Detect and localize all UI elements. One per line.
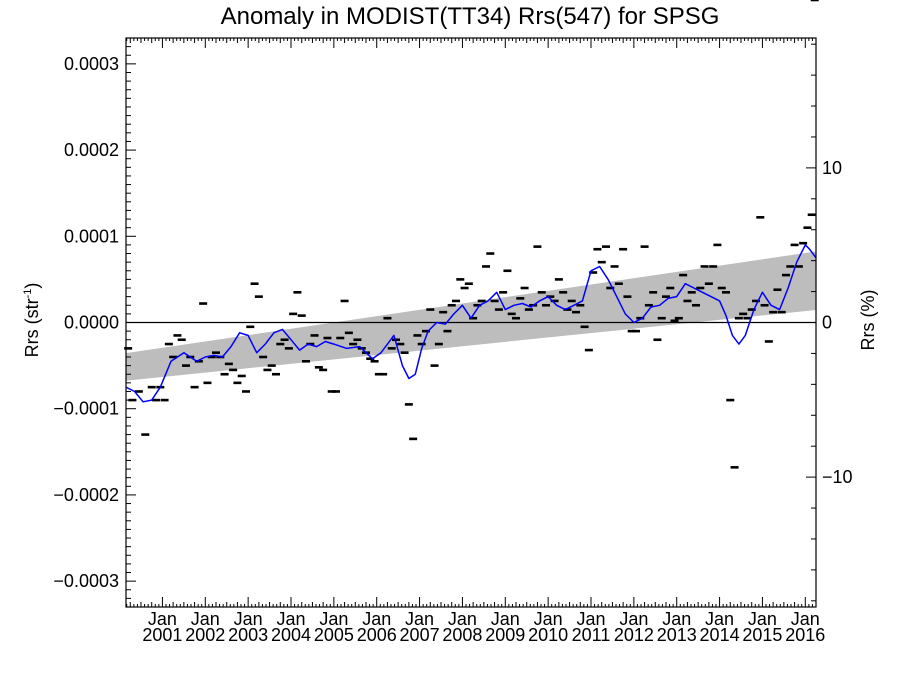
y-axis-label-close: )	[22, 283, 42, 289]
x-tick-year-label: 2006	[357, 625, 397, 645]
y-axis-label-superscript: -1	[22, 289, 34, 299]
x-tick-year-label: 2014	[700, 625, 740, 645]
x-tick-year-label: 2016	[785, 625, 825, 645]
x-tick-month-label: Jan	[491, 609, 520, 629]
x-tick-year-label: 2015	[742, 625, 782, 645]
x-tick-month-label: Jan	[576, 609, 605, 629]
x-tick-month-label: Jan	[748, 609, 777, 629]
plot-area	[124, 0, 819, 469]
y-tick-label: −0.0003	[53, 571, 119, 591]
x-tick-month-label: Jan	[362, 609, 391, 629]
x-tick-month-label: Jan	[791, 609, 820, 629]
y-axis-label: Rrs (str-1)	[22, 283, 42, 358]
x-tick-year-label: 2001	[142, 625, 182, 645]
y-tick-label: 0.0003	[64, 54, 119, 74]
y-tick-label: 0.0001	[64, 226, 119, 246]
x-tick-month-label: Jan	[705, 609, 734, 629]
y-tick-label: −0.0001	[53, 399, 119, 419]
axes: 0.0003 0.0002 0.0001 0.0000 −0.0001 −0.0002 −0…	[53, 37, 853, 645]
y-tick-label: −0.0002	[53, 485, 119, 505]
x-tick-year-label: 2002	[185, 625, 225, 645]
x-tick-year-label: 2003	[228, 625, 268, 645]
x-tick-year-label: 2012	[614, 625, 654, 645]
y-axis-label-main: Rrs (str	[22, 298, 42, 357]
x-tick-month-label: Jan	[148, 609, 177, 629]
x-tick-year-label: 2009	[485, 625, 525, 645]
x-tick-month-label: Jan	[534, 609, 563, 629]
x-tick-year-label: 2007	[400, 625, 440, 645]
x-tick-year-label: 2008	[442, 625, 482, 645]
x-tick-year-label: 2013	[657, 625, 697, 645]
x-tick-month-label: Jan	[234, 609, 263, 629]
y2-tick-label: 10	[822, 158, 842, 178]
x-tick-year-label: 2010	[528, 625, 568, 645]
x-tick-year-label: 2011	[572, 625, 611, 645]
x-tick-month-label: Jan	[448, 609, 477, 629]
y2-tick-label: −10	[822, 467, 853, 487]
x-tick-month-label: Jan	[191, 609, 220, 629]
y2-tick-label: 0	[822, 313, 832, 333]
x-tick-month-label: Jan	[319, 609, 348, 629]
rolling-mean-line	[125, 244, 817, 403]
x-tick-year-label: 2005	[314, 625, 354, 645]
x-tick-year-label: 2004	[271, 625, 311, 645]
x-tick-month-label: Jan	[662, 609, 691, 629]
x-tick-month-label: Jan	[619, 609, 648, 629]
x-tick-month-label: Jan	[405, 609, 434, 629]
x-tick-month-label: Jan	[276, 609, 305, 629]
y-tick-label: 0.0002	[64, 140, 119, 160]
y2-axis-label: Rrs (%)	[858, 290, 878, 351]
chart-title: Anomaly in MODIST(TT34) Rrs(547) for SPS…	[221, 3, 720, 30]
y-tick-label: 0.0000	[64, 313, 119, 333]
